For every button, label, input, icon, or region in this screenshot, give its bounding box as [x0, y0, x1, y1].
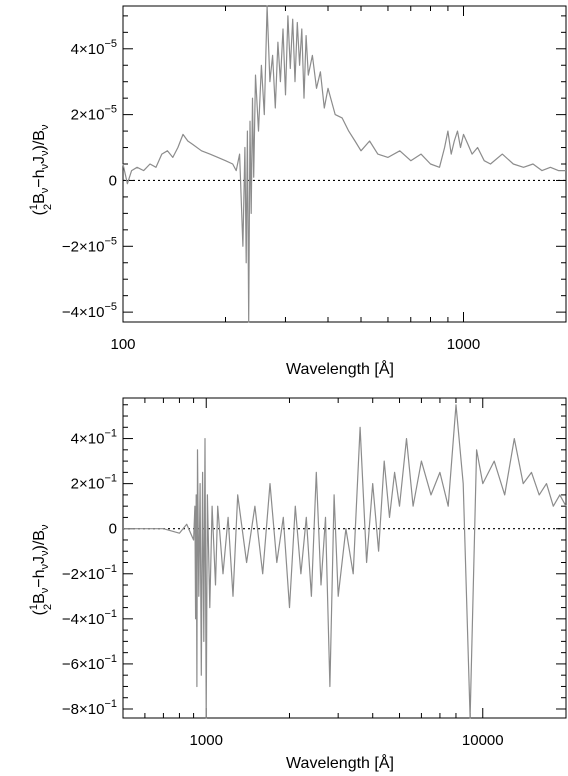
y-tick-exponent: −5	[104, 235, 117, 247]
top-axis-ticks	[122, 6, 567, 322]
y-axis-label-part: −h	[31, 169, 48, 187]
y-axis-label-part: −h	[31, 569, 48, 587]
top-y-tick-labels: −4×10−5−2×10−502×10−54×10−5	[62, 38, 117, 321]
y-axis-label-part: ν	[39, 587, 51, 593]
y-tick-mantissa: −2×10	[62, 566, 105, 583]
y-tick-exponent: −1	[104, 428, 117, 440]
y-tick-exponent: −1	[104, 608, 117, 620]
y-tick-mantissa: 0	[109, 521, 117, 538]
y-tick-label: −4×10−1	[62, 608, 117, 628]
y-axis-label-text: (1 2Bν−hνJν)/Bν	[28, 124, 54, 215]
y-tick-mantissa: 2×10	[71, 476, 105, 493]
y-tick-label: 0	[109, 172, 117, 189]
y-tick-label: 0	[109, 521, 117, 538]
y-tick-mantissa: −2×10	[62, 238, 105, 255]
x-tick-label: 1000	[447, 336, 480, 353]
bottom-y-tick-labels: −8×10−1−6×10−1−4×10−1−2×10−102×10−14×10−…	[62, 428, 117, 718]
top-plot-frame	[122, 5, 567, 323]
y-tick-exponent: −5	[104, 104, 117, 116]
y-axis-label-part: )/B	[31, 530, 48, 550]
top-x-tick-labels: 100 1000	[110, 336, 480, 353]
y-tick-mantissa: 4×10	[71, 431, 105, 448]
bottom-x-axis-label: Wavelength [Å]	[286, 753, 394, 772]
y-tick-label: −2×10−5	[62, 235, 117, 255]
bottom-y-axis-label: (1 2Bν−hνJν)/Bν	[28, 524, 54, 615]
top-y-axis-label: (1 2Bν−hνJν)/Bν	[28, 124, 54, 215]
y-axis-label-part: (	[31, 209, 48, 215]
y-tick-label: 2×10−5	[71, 104, 117, 124]
y-tick-label: 2×10−1	[71, 473, 117, 493]
y-axis-label-part: 2	[42, 204, 54, 210]
bottom-panel: −8×10−1−6×10−1−4×10−1−2×10−102×10−14×10−…	[28, 397, 567, 772]
y-axis-label-part: B	[31, 193, 48, 204]
y-tick-exponent: −1	[104, 563, 117, 575]
y-tick-mantissa: −8×10	[62, 701, 105, 718]
y-tick-label: 4×10−1	[71, 428, 117, 448]
y-tick-exponent: −1	[104, 653, 117, 665]
y-tick-mantissa: −6×10	[62, 656, 105, 673]
y-axis-label-part: (	[31, 609, 48, 615]
y-tick-mantissa: −4×10	[62, 304, 105, 321]
y-axis-label-part: ν	[39, 550, 51, 556]
bottom-axis-ticks	[122, 398, 567, 718]
y-axis-label-part: J	[31, 556, 48, 564]
y-tick-mantissa: 0	[109, 172, 117, 189]
y-tick-mantissa: 2×10	[71, 107, 105, 124]
top-panel: −4×10−5−2×10−502×10−54×10−5 100 1000 Wave…	[28, 5, 567, 378]
top-series-line	[122, 5, 566, 323]
y-axis-label-part: ν	[39, 187, 51, 193]
top-x-axis-label: Wavelength [Å]	[286, 359, 394, 378]
y-axis-label-part: ν	[39, 163, 51, 169]
y-tick-exponent: −1	[104, 473, 117, 485]
y-tick-label: −2×10−1	[62, 563, 117, 583]
x-tick-label: 10000	[462, 732, 504, 749]
y-axis-label-part: 1	[28, 604, 40, 610]
y-tick-mantissa: 4×10	[71, 41, 105, 58]
y-tick-label: −6×10−1	[62, 653, 117, 673]
y-axis-label-part: 2	[42, 604, 54, 610]
y-tick-exponent: −5	[104, 38, 117, 50]
y-tick-exponent: −1	[104, 698, 117, 710]
y-axis-label-part: ν	[39, 124, 51, 130]
y-axis-label-part: 1	[28, 204, 40, 210]
y-axis-label-part: )/B	[31, 130, 48, 150]
y-axis-label-part: ν	[39, 563, 51, 569]
y-tick-mantissa: −4×10	[62, 611, 105, 628]
bottom-x-tick-labels: 1000 10000	[190, 732, 504, 749]
y-axis-label-part: J	[31, 156, 48, 164]
y-tick-label: −4×10−5	[62, 301, 117, 321]
x-tick-label: 100	[110, 336, 135, 353]
bottom-series-line	[123, 404, 567, 719]
y-tick-label: −8×10−1	[62, 698, 117, 718]
y-axis-label-part: B	[31, 593, 48, 604]
y-axis-label-text: (1 2Bν−hνJν)/Bν	[28, 524, 54, 615]
y-axis-label-part: ν	[39, 524, 51, 530]
bottom-plot-frame	[122, 397, 567, 719]
y-tick-exponent: −5	[104, 301, 117, 313]
y-axis-label-part: ν	[39, 150, 51, 156]
x-tick-label: 1000	[190, 732, 223, 749]
y-tick-label: 4×10−5	[71, 38, 117, 58]
